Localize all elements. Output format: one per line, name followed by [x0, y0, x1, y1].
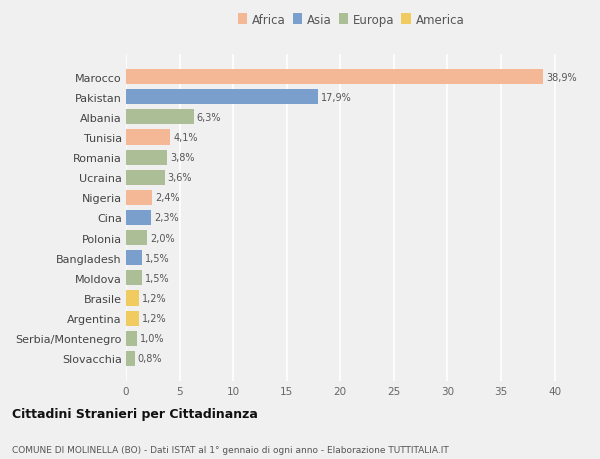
Legend: Africa, Asia, Europa, America: Africa, Asia, Europa, America: [235, 12, 467, 30]
Bar: [126, 291, 139, 306]
Text: 17,9%: 17,9%: [321, 93, 352, 102]
Text: 1,0%: 1,0%: [140, 334, 164, 343]
Bar: [126, 170, 164, 185]
Text: 1,5%: 1,5%: [145, 273, 170, 283]
Bar: [126, 150, 167, 165]
Text: COMUNE DI MOLINELLA (BO) - Dati ISTAT al 1° gennaio di ogni anno - Elaborazione : COMUNE DI MOLINELLA (BO) - Dati ISTAT al…: [12, 445, 449, 454]
Bar: [126, 211, 151, 225]
Text: 1,2%: 1,2%: [142, 313, 167, 324]
Text: Cittadini Stranieri per Cittadinanza: Cittadini Stranieri per Cittadinanza: [12, 407, 258, 420]
Bar: [126, 351, 134, 366]
Text: 0,8%: 0,8%: [138, 353, 162, 364]
Bar: [126, 311, 139, 326]
Bar: [126, 251, 142, 266]
Text: 2,3%: 2,3%: [154, 213, 178, 223]
Bar: [126, 271, 142, 286]
Text: 38,9%: 38,9%: [546, 73, 577, 83]
Text: 2,0%: 2,0%: [151, 233, 175, 243]
Bar: [126, 331, 137, 346]
Text: 2,4%: 2,4%: [155, 193, 179, 203]
Bar: [126, 110, 193, 125]
Text: 3,8%: 3,8%: [170, 153, 194, 163]
Bar: [126, 190, 152, 206]
Text: 6,3%: 6,3%: [197, 112, 221, 123]
Text: 4,1%: 4,1%: [173, 133, 197, 143]
Text: 3,6%: 3,6%: [168, 173, 192, 183]
Bar: [126, 130, 170, 145]
Text: 1,2%: 1,2%: [142, 293, 167, 303]
Bar: [126, 90, 318, 105]
Text: 1,5%: 1,5%: [145, 253, 170, 263]
Bar: [126, 70, 543, 85]
Bar: [126, 230, 148, 246]
